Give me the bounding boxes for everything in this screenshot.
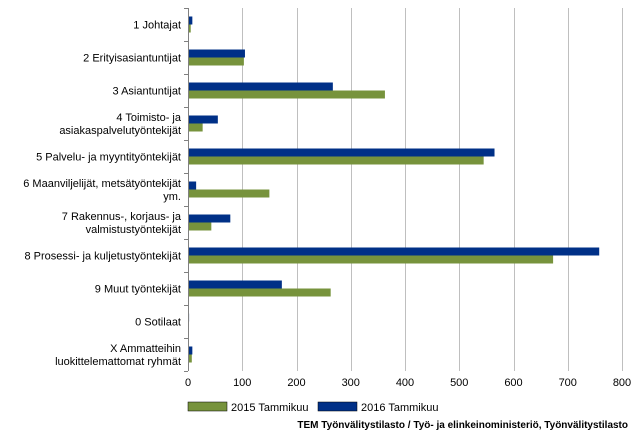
category-label: valmistustyöntekijät [86,224,181,236]
source-note: TEM Työnvälitystilasto / Työ- ja elinkei… [297,420,628,431]
bar-2016 [188,148,495,157]
category-label: 0 Sotilaat [135,317,181,329]
category-label: 5 Palvelu- ja myyntityöntekijät [36,152,181,164]
category-label: 1 Johtajat [133,20,181,32]
category-label: ym. [163,191,181,203]
bar-2015 [188,90,385,99]
bar-2015 [188,123,203,132]
bar-2016 [188,115,218,124]
bar-2015 [188,354,192,363]
bar-2016 [188,82,333,91]
legend-swatch [187,401,228,412]
bar-2016 [188,181,197,190]
x-tick-label: 200 [287,377,305,389]
x-tick-labels: 0 100 200 300 400 500 600 700 800 [185,377,631,389]
category-label: luokittelemattomat ryhmät [55,356,181,368]
category-label: asiakaspalvelutyöntekijät [59,125,181,137]
category-label: 7 Rakennus-, korjaus- ja [62,211,182,223]
x-tick-label: 400 [396,377,414,389]
bar-2015 [188,222,212,231]
category-label: 9 Muut työntekijät [95,284,181,296]
bars [188,16,600,363]
legend-label: 2015 Tammikuu [231,402,308,414]
category-label: 4 Toimisto- ja [116,112,181,124]
category-label: 3 Asiantuntijat [113,86,182,98]
category-labels: 1 Johtajat 2 Erityisasiantuntijat 3 Asiant… [23,20,182,369]
bar-2016 [188,280,282,289]
bar-2016 [188,346,193,355]
bar-2015 [188,189,270,198]
bar-2016 [188,214,231,223]
bar-2016 [188,49,245,58]
x-tick-label: 300 [342,377,360,389]
legend-label: 2016 Tammikuu [361,402,438,414]
gridlines [188,8,623,371]
bar-2016 [188,247,600,256]
legend: 2015 Tammikuu 2016 Tammikuu [187,401,438,414]
bar-2016 [188,16,193,25]
category-label: 6 Maanviljelijät, metsätyöntekijät [23,178,181,190]
y-axis [184,8,189,372]
x-tick-label: 100 [233,377,251,389]
category-label: 8 Prosessi- ja kuljetustyöntekijät [24,251,181,263]
bar-2015 [188,57,244,66]
x-tick-label: 600 [504,377,522,389]
x-tick-label: 0 [185,377,191,389]
legend-swatch [317,401,358,412]
category-label: 2 Erityisasiantuntijat [83,53,181,65]
category-label: X Ammatteihin [110,343,181,355]
bar-2015 [188,255,554,264]
bar-2015 [188,24,191,33]
x-tick-label: 500 [450,377,468,389]
bar-2015 [188,288,331,297]
x-tick-label: 700 [559,377,577,389]
x-tick-label: 800 [613,377,631,389]
bar-2015 [188,156,484,165]
